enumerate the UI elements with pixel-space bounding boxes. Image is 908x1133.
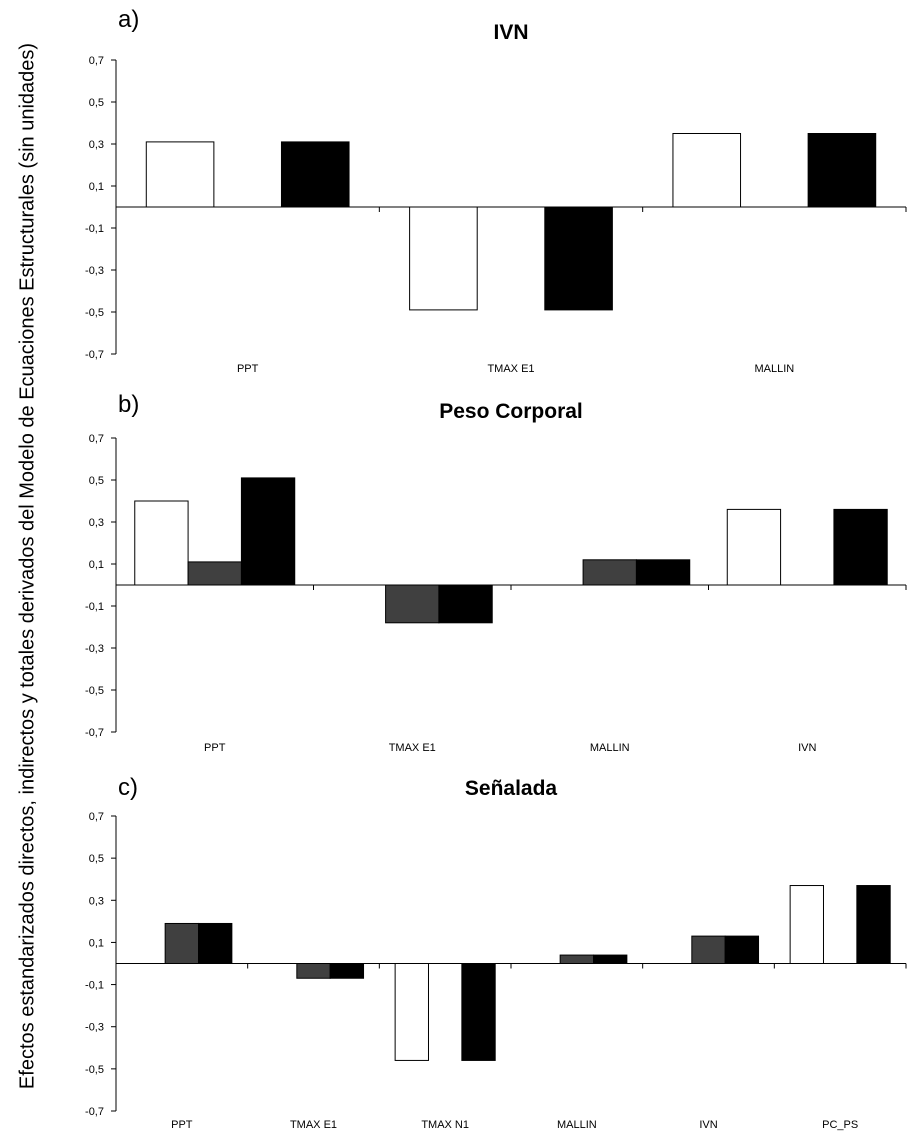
y-tick-label: 0,7 <box>89 811 104 823</box>
panel-letter: c) <box>118 774 138 801</box>
x-tick-label: TMAX E1 <box>290 1119 337 1131</box>
y-tick-label: 0,5 <box>89 97 104 109</box>
bar-total <box>280 141 350 208</box>
chart-title: Señalada <box>465 777 558 800</box>
bar-direct <box>672 133 742 208</box>
y-tick-label: -0,7 <box>85 349 104 361</box>
y-tick-label: 0,5 <box>89 475 104 487</box>
x-tick-label: MALLIN <box>754 363 794 375</box>
bar-indirect <box>691 935 726 964</box>
bar-indirect <box>385 584 440 624</box>
bar-indirect <box>296 963 331 979</box>
bar-total <box>724 935 760 964</box>
y-tick-label: 0,7 <box>89 433 104 445</box>
y-tick-label: -0,3 <box>85 265 104 277</box>
x-tick-label: PPT <box>171 1119 193 1131</box>
y-tick-label: 0,5 <box>89 853 104 865</box>
bar-direct <box>134 500 189 586</box>
y-tick-label: -0,1 <box>85 980 104 992</box>
y-tick-label: 0,1 <box>89 181 104 193</box>
y-tick-label: -0,7 <box>85 1106 104 1118</box>
bar-total <box>198 922 233 965</box>
bar-indirect <box>187 561 242 586</box>
x-tick-label: IVN <box>699 1119 717 1131</box>
y-tick-label: -0,5 <box>85 685 104 697</box>
bar-total <box>807 133 877 208</box>
x-tick-label: MALLIN <box>590 742 630 754</box>
bar-total <box>461 963 496 1061</box>
x-tick-label: PPT <box>237 363 259 375</box>
bar-indirect <box>559 954 595 964</box>
panel-letter: b) <box>118 391 139 418</box>
chart-title: IVN <box>493 21 528 44</box>
bar-total <box>635 559 691 586</box>
bar-total <box>593 954 628 964</box>
y-tick-label: -0,3 <box>85 643 104 655</box>
bar-total <box>438 584 493 624</box>
bar-direct <box>726 508 782 586</box>
bar-direct <box>394 963 429 1061</box>
panel-letter: a) <box>118 6 139 33</box>
bar-total <box>833 508 888 586</box>
y-tick-label: 0,7 <box>89 55 104 67</box>
bar-total <box>240 477 296 586</box>
chart-title: Peso Corporal <box>439 400 583 423</box>
chart-panel-1: a) IVN 0,7 0,5 0,3 0,1 -0,1 -0,3 -0,5 -0,7 PPT TMAX… <box>85 6 907 375</box>
y-tick-label: -0,5 <box>85 307 104 319</box>
y-tick-label: 0,3 <box>89 895 104 907</box>
bar-direct <box>789 885 824 964</box>
x-tick-label: TMAX N1 <box>421 1119 469 1131</box>
bar-indirect <box>582 559 637 586</box>
x-tick-label: TMAX E1 <box>487 363 534 375</box>
y-tick-label: -0,7 <box>85 727 104 739</box>
bar-total <box>544 206 613 311</box>
y-tick-label: -0,3 <box>85 1022 104 1034</box>
y-tick-label: -0,5 <box>85 1064 104 1076</box>
bar-direct <box>145 141 215 208</box>
bar-indirect <box>164 922 200 965</box>
bar-total <box>329 963 365 979</box>
chart-panel-2: b) Peso Corporal 0,7 0,5 0,3 0,1 -0,1 -0,3 -0,5 -… <box>85 391 907 754</box>
y-tick-label: -0,1 <box>85 223 104 235</box>
chart-panel-3: c) Señalada 0,7 0,5 0,3 0,1 -0,1 -0,3 -0,5 -0,7 PP… <box>85 774 907 1131</box>
y-tick-label: 0,3 <box>89 139 104 151</box>
x-tick-label: IVN <box>798 742 816 754</box>
bar-direct <box>409 206 478 311</box>
y-tick-label: 0,1 <box>89 559 104 571</box>
x-tick-label: TMAX E1 <box>389 742 436 754</box>
y-tick-label: 0,3 <box>89 517 104 529</box>
y-tick-label: 0,1 <box>89 937 104 949</box>
bar-total <box>856 885 891 964</box>
x-tick-label: MALLIN <box>557 1119 597 1131</box>
y-tick-label: -0,1 <box>85 601 104 613</box>
x-tick-label: PPT <box>204 742 226 754</box>
x-tick-label: PC_PS <box>822 1119 858 1131</box>
